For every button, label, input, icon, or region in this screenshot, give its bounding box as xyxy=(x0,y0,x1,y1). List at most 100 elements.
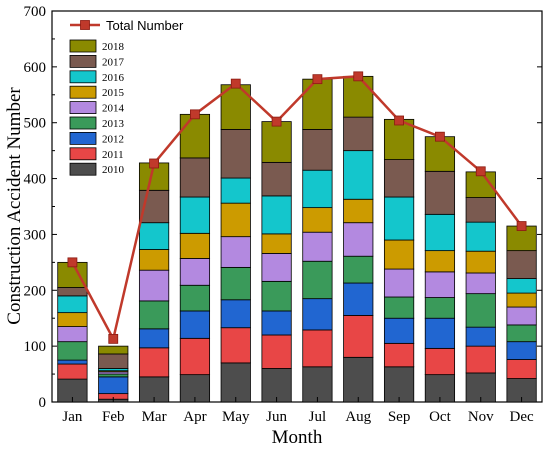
bar-segment-2015-nov xyxy=(465,250,496,274)
y-tick-label: 200 xyxy=(24,283,47,299)
bar-segment-2017-dec xyxy=(506,250,537,279)
legend-label-2011: 2011 xyxy=(102,149,124,161)
bar-segment-2013-mar xyxy=(138,300,170,330)
bar-segment-2015-jan xyxy=(57,312,88,327)
bar-segment-2015-apr xyxy=(179,232,211,259)
x-tick-label-mar: Mar xyxy=(142,409,167,425)
bar-segment-2014-apr xyxy=(179,258,211,286)
bar-segment-2012-mar xyxy=(138,328,170,349)
y-tick-label: 400 xyxy=(24,172,47,188)
bar-segment-2016-may xyxy=(220,177,251,204)
x-tick-label-jun: Jun xyxy=(266,409,287,425)
bar-segment-2012-nov xyxy=(465,326,496,347)
bar-segment-2016-mar xyxy=(138,222,170,250)
bar-segment-2014-jan xyxy=(57,326,88,343)
bar-segment-2013-oct xyxy=(424,297,456,319)
legend-swatch-2018 xyxy=(69,39,97,53)
bar-segment-2010-jul xyxy=(302,366,333,403)
bar-segment-2011-apr xyxy=(179,337,211,376)
bar-segment-2011-jan xyxy=(57,363,88,380)
bar-segment-2014-jul xyxy=(302,231,333,262)
x-tick-label-may: May xyxy=(222,409,250,425)
bar-segment-2011-mar xyxy=(138,347,170,378)
bar-segment-2018-sep xyxy=(383,118,415,160)
total-point-oct xyxy=(435,131,445,142)
total-point-apr xyxy=(190,109,200,120)
bar-segment-2011-oct xyxy=(424,347,456,376)
x-tick-label-nov: Nov xyxy=(468,409,494,425)
bar-segment-2018-jun xyxy=(261,121,292,163)
bar-segment-2014-may xyxy=(220,236,251,268)
bar-segment-2017-jun xyxy=(261,161,292,197)
bar-segment-2011-sep xyxy=(383,342,415,368)
bar-segment-2012-jul xyxy=(302,298,333,331)
bar-segment-2010-aug xyxy=(343,356,374,403)
bar-segment-2010-may xyxy=(220,362,251,403)
legend-label-2015: 2015 xyxy=(102,87,125,99)
bar-segment-2015-sep xyxy=(383,239,415,270)
y-axis-title: Construction Accident Number xyxy=(4,87,25,325)
legend-label-2018: 2018 xyxy=(102,41,125,53)
bar-segment-2014-mar xyxy=(138,269,170,302)
bar-segment-2012-feb xyxy=(98,376,129,395)
legend-swatch-2013 xyxy=(69,116,97,130)
bar-segment-2017-apr xyxy=(179,157,211,198)
bar-segment-2013-may xyxy=(220,266,251,301)
bar-segment-2012-apr xyxy=(179,310,211,339)
bar-segment-2011-jul xyxy=(302,329,333,368)
bar-segment-2013-jul xyxy=(302,260,333,300)
bar-segment-2012-may xyxy=(220,299,251,329)
bar-segment-2013-jan xyxy=(57,341,88,361)
legend-swatch-2010 xyxy=(69,162,97,176)
legend-swatch-2014 xyxy=(69,101,97,114)
legend-swatch-2011 xyxy=(69,147,97,161)
bar-segment-2015-oct xyxy=(424,250,456,273)
bar-segment-2015-mar xyxy=(138,249,170,271)
x-tick-label-feb: Feb xyxy=(102,409,125,425)
bar-segment-2013-sep xyxy=(383,296,415,319)
legend-total-marker xyxy=(80,20,90,30)
bar-segment-2013-aug xyxy=(343,255,374,284)
x-tick-label-sep: Sep xyxy=(388,409,411,425)
bar-segment-2010-jun xyxy=(261,368,292,403)
y-tick-label: 700 xyxy=(24,4,47,20)
bar-segment-2014-aug xyxy=(343,222,374,257)
legend-total-label: Total Number xyxy=(106,18,184,33)
bar-segment-2013-nov xyxy=(465,293,496,328)
bar-segment-2015-jul xyxy=(302,207,333,233)
total-point-sep xyxy=(394,115,404,126)
bar-segment-2013-apr xyxy=(179,284,211,312)
y-tick-label: 300 xyxy=(24,227,47,243)
total-point-feb xyxy=(108,333,119,344)
legend-label-2017: 2017 xyxy=(102,56,125,68)
x-tick-label-apr: Apr xyxy=(183,409,206,425)
total-point-nov xyxy=(475,166,486,177)
legend-swatch-2012 xyxy=(69,131,97,145)
legend-label-2010: 2010 xyxy=(102,164,125,176)
bar-segment-2016-aug xyxy=(343,150,374,200)
x-tick-label-dec: Dec xyxy=(510,409,534,425)
bar-segment-2018-apr xyxy=(179,113,211,159)
bar-segment-2015-may xyxy=(220,202,251,238)
total-number-line xyxy=(71,75,523,343)
x-tick-label-oct: Oct xyxy=(429,409,451,425)
bar-segment-2017-feb xyxy=(98,353,129,369)
bar-segment-2011-nov xyxy=(465,345,496,374)
x-axis-title: Month xyxy=(272,427,323,448)
y-tick-label: 0 xyxy=(39,395,47,411)
total-point-dec xyxy=(516,221,527,231)
bar-segment-2014-oct xyxy=(424,271,456,298)
bar-segment-2012-dec xyxy=(506,341,537,360)
y-tick-label: 100 xyxy=(24,339,47,355)
bar-segment-2016-oct xyxy=(424,213,456,252)
bar-segment-2011-aug xyxy=(343,315,374,358)
axes-layer: 0 100 200 300 400 500 600 700 Jan Feb Mar Apr May Jun… xyxy=(24,4,542,425)
bar-segment-2012-sep xyxy=(383,317,415,344)
bar-segment-2015-dec xyxy=(506,292,537,308)
bar-segment-2016-nov xyxy=(465,221,496,252)
y-tick-label: 500 xyxy=(24,116,47,132)
legend-swatch-2016 xyxy=(69,70,97,84)
bar-segment-2011-dec xyxy=(506,359,537,379)
bar-segment-2018-feb xyxy=(98,345,129,355)
